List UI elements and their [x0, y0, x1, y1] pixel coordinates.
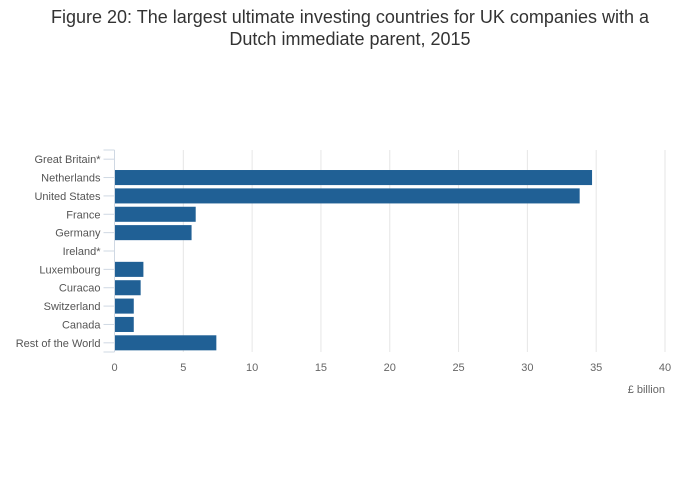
x-tick-label: 15: [315, 362, 327, 374]
x-axis-title: £ billion: [628, 384, 665, 396]
category-label: Ireland*: [63, 246, 102, 258]
chart-title: Figure 20: The largest ultimate investin…: [0, 6, 700, 50]
x-tick-label: 40: [659, 362, 671, 374]
chart-title-line-1: Figure 20: The largest ultimate investin…: [51, 7, 649, 27]
category-label: Germany: [55, 228, 101, 240]
category-label: Netherlands: [41, 173, 101, 185]
bar: [114, 335, 217, 351]
category-label: Curacao: [59, 283, 101, 295]
bar: [114, 206, 196, 222]
x-tick-label: 5: [180, 362, 186, 374]
category-label: France: [66, 209, 100, 221]
bar: [114, 188, 580, 204]
x-tick-labels: 0 5 10 15 20 25 30 35 40: [111, 362, 671, 374]
axes: [103, 149, 115, 353]
x-tick-label: 25: [452, 362, 464, 374]
x-tick-label: 10: [246, 362, 258, 374]
category-label: Great Britain*: [34, 154, 101, 166]
x-tick-label: 20: [384, 362, 396, 374]
chart-title-line-2: Dutch immediate parent, 2015: [229, 29, 471, 49]
bar: [114, 298, 134, 314]
bar: [114, 170, 593, 186]
category-label: Switzerland: [44, 301, 101, 313]
category-label: Luxembourg: [39, 264, 100, 276]
bar: [114, 225, 192, 241]
bars: [114, 170, 593, 351]
x-tick-label: 0: [111, 362, 117, 374]
category-label: United States: [34, 191, 101, 203]
x-tick-label: 35: [590, 362, 602, 374]
category-label: Rest of the World: [16, 338, 101, 350]
category-label: Canada: [62, 319, 101, 331]
category-labels: Great Britain* Netherlands United States Fr…: [16, 154, 102, 350]
bar: [114, 316, 134, 332]
bar: [114, 261, 144, 277]
x-tick-label: 30: [521, 362, 533, 374]
bar: [114, 280, 141, 296]
